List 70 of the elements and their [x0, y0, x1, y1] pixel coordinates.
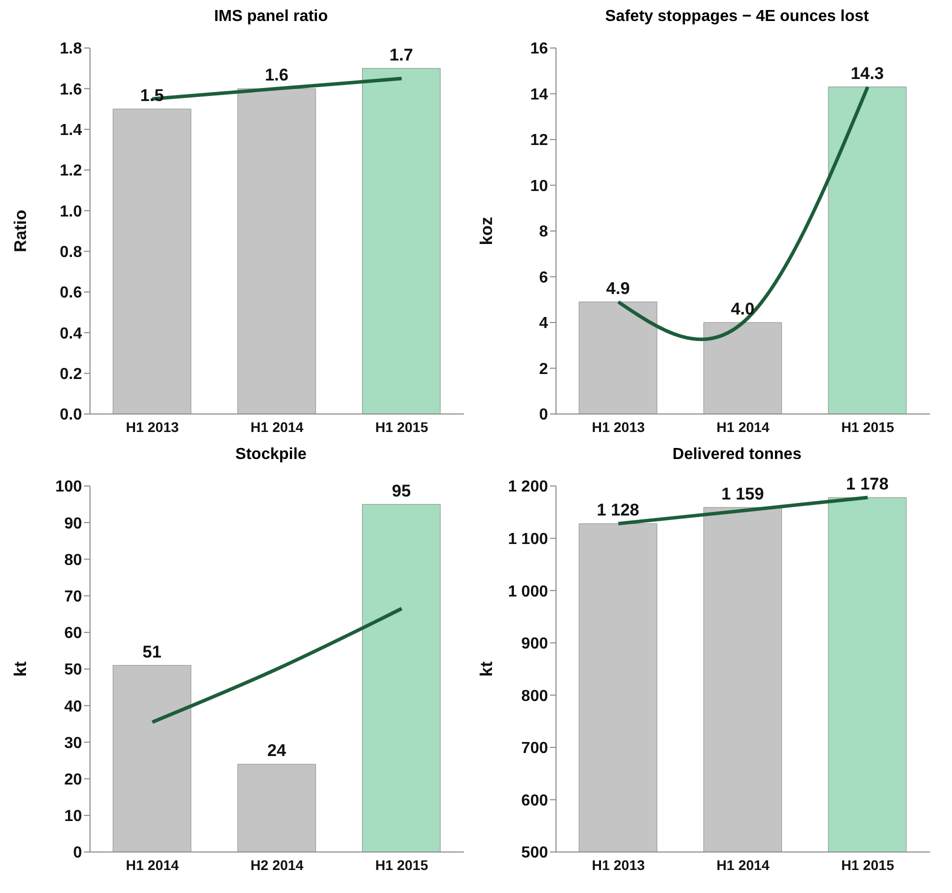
y-tick-label: 0: [539, 406, 548, 424]
y-tick-label: 0.8: [60, 244, 82, 262]
y-tick-label: 80: [64, 552, 82, 569]
y-tick-label: 1.6: [60, 81, 82, 98]
y-tick-label: 900: [521, 636, 548, 653]
y-tick-label: 1.2: [60, 162, 82, 180]
y-tick-label: 6: [539, 269, 548, 286]
y-tick-label: 60: [64, 625, 82, 642]
y-tick-label: 1.8: [60, 40, 82, 58]
data-label: 14.3: [850, 64, 884, 83]
y-tick-label: 800: [521, 688, 548, 705]
x-tick-label: H1 2014: [716, 856, 770, 873]
data-label: 1.6: [264, 66, 288, 85]
y-tick-label: 700: [521, 740, 548, 758]
data-label: 4.0: [730, 300, 754, 318]
data-label: 1 159: [721, 484, 764, 504]
data-label: 1.7: [390, 45, 414, 64]
chart-title: Delivered tonnes: [672, 446, 802, 465]
y-tick-label: 1 100: [508, 530, 548, 548]
x-tick-label: H2 2014: [250, 856, 304, 873]
y-tick-label: 40: [64, 698, 82, 716]
y-tick-label: 1.4: [60, 122, 82, 140]
y-tick-label: 0.4: [60, 325, 82, 342]
data-label: 1.5: [140, 86, 164, 105]
x-tick-label: H1 2015: [375, 418, 428, 435]
y-tick-label: 1.0: [60, 203, 82, 220]
chart-title: Safety stoppages − 4E ounces lost: [604, 8, 870, 27]
y-tick-label: 70: [64, 588, 82, 606]
y-tick-label: 1 200: [508, 478, 548, 496]
y-tick-label: 16: [530, 40, 548, 58]
y-tick-label: 14: [530, 86, 548, 104]
x-tick-label: H1 2015: [841, 418, 894, 435]
y-axis-title: kt: [477, 661, 496, 677]
y-tick-label: 20: [64, 771, 82, 788]
data-label: 24: [267, 741, 287, 760]
y-tick-label: 0: [73, 844, 82, 862]
y-tick-label: 100: [55, 478, 82, 496]
x-tick-label: H1 2013: [126, 418, 180, 435]
y-axis-title: Ratio: [11, 210, 30, 252]
chart-title: IMS panel ratio: [213, 8, 329, 27]
y-tick-label: 2: [539, 360, 548, 378]
y-tick-label: 0.6: [60, 284, 82, 302]
y-axis-title: koz: [477, 216, 496, 246]
x-tick-label: H1 2013: [592, 856, 646, 873]
y-tick-label: 0.2: [60, 366, 82, 384]
x-tick-label: H1 2015: [841, 856, 894, 873]
y-tick-label: 1 000: [508, 583, 548, 600]
data-label: 1 128: [596, 500, 640, 520]
x-tick-label: H1 2014: [716, 418, 770, 435]
y-tick-label: 8: [539, 224, 548, 241]
y-tick-label: 0.0: [60, 406, 82, 424]
x-tick-label: H1 2014: [126, 856, 180, 873]
y-tick-label: 90: [64, 515, 82, 532]
y-tick-label: 30: [64, 734, 82, 752]
x-tick-label: H1 2014: [250, 418, 304, 435]
data-label: 4.9: [606, 278, 630, 298]
data-label: 1 178: [846, 474, 889, 494]
x-tick-label: H1 2013: [592, 418, 646, 435]
data-label: 51: [142, 642, 162, 662]
y-tick-label: 12: [530, 132, 548, 150]
y-tick-label: 600: [521, 792, 548, 810]
y-tick-label: 10: [530, 178, 548, 195]
y-axis-title: kt: [11, 661, 30, 677]
x-tick-label: H1 2015: [375, 856, 428, 873]
chart-title: Stockpile: [234, 446, 308, 465]
y-tick-label: 500: [521, 844, 548, 862]
y-tick-label: 4: [539, 315, 548, 332]
data-label: 95: [392, 481, 411, 500]
y-tick-label: 10: [64, 808, 82, 826]
y-tick-label: 50: [64, 662, 82, 679]
